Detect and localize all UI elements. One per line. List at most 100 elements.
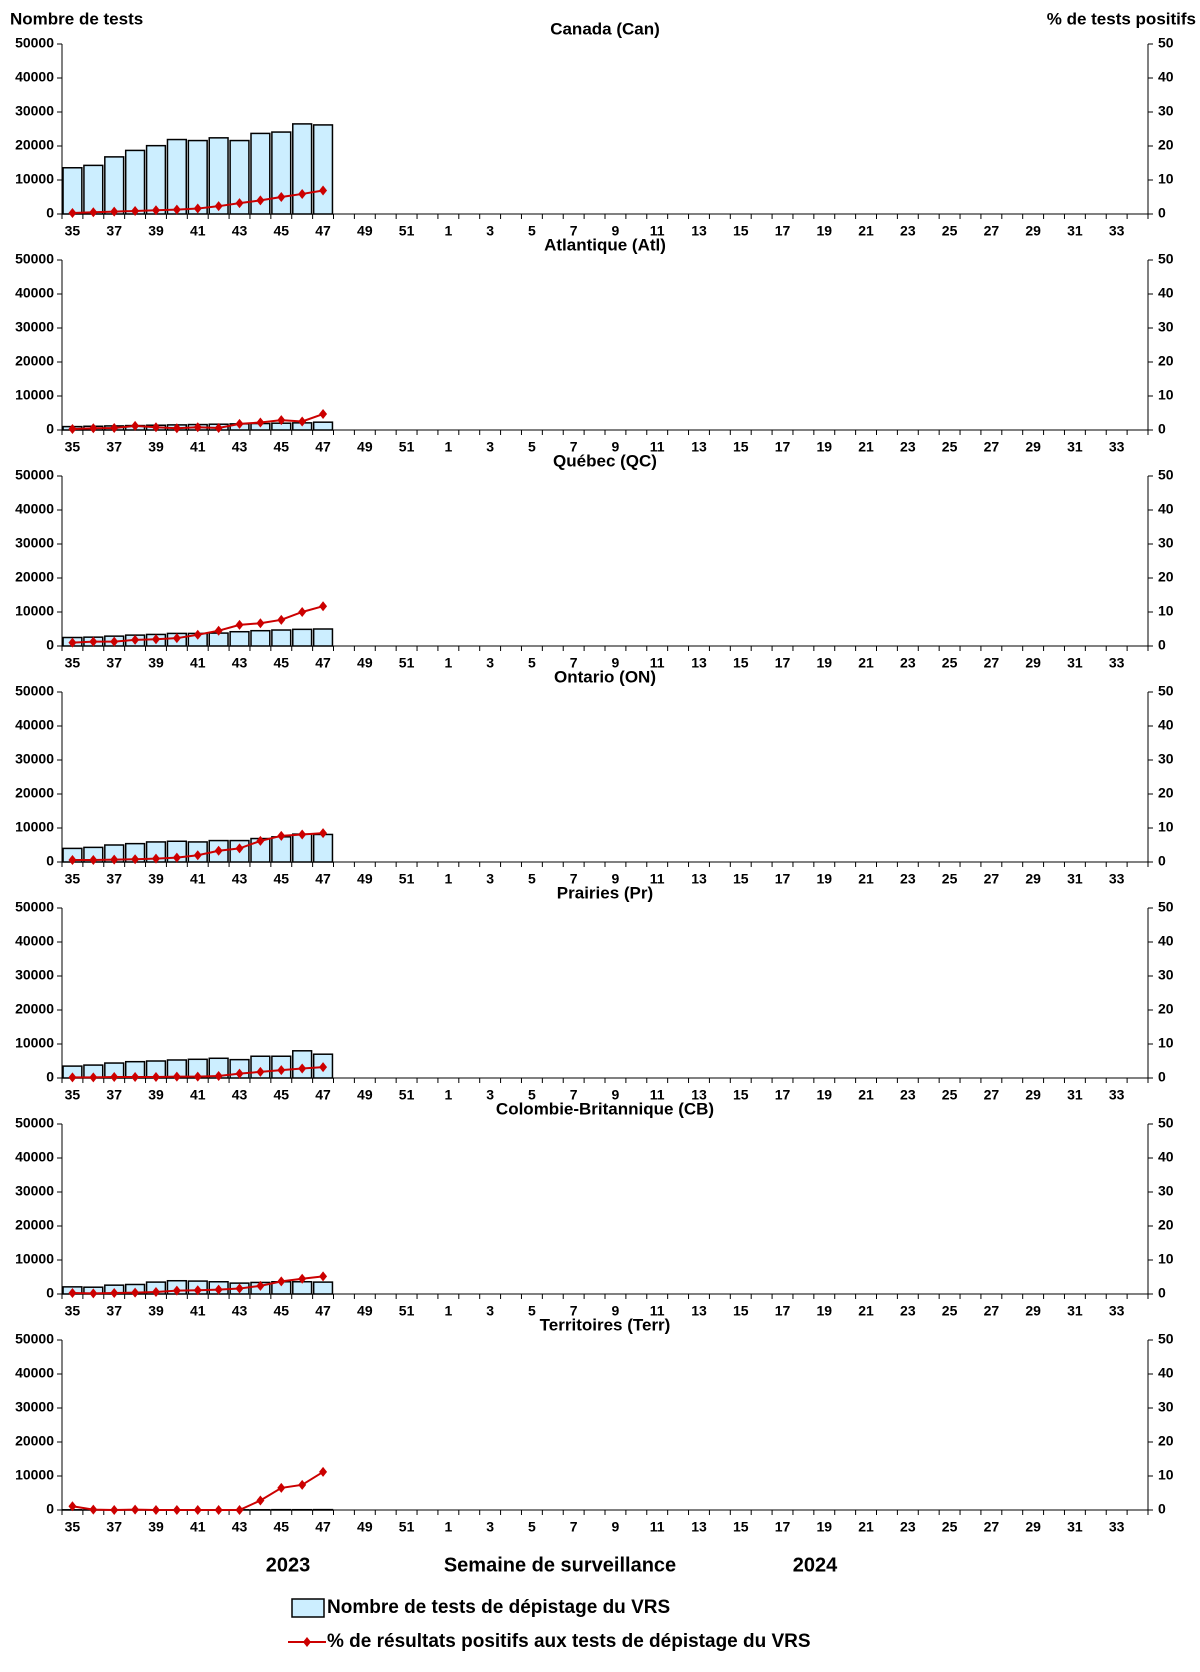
marker: [193, 203, 202, 214]
x-tick-label: 25: [942, 1087, 958, 1103]
x-tick-label: 7: [570, 1519, 578, 1535]
y-tick-label: 20000: [15, 1001, 54, 1017]
x-tick-label: 43: [232, 223, 248, 239]
x-tick-label: 35: [65, 1087, 81, 1103]
marker: [89, 423, 98, 434]
y-tick-label: 40000: [15, 69, 54, 85]
marker: [172, 204, 181, 215]
x-tick-label: 45: [273, 655, 289, 671]
x-tick-label: 49: [357, 439, 373, 455]
marker: [110, 422, 119, 433]
y2-tick-label: 0: [1158, 205, 1166, 221]
x-tick-label: 39: [148, 1519, 164, 1535]
marker: [131, 420, 140, 431]
x-tick-label: 5: [528, 655, 536, 671]
x-tick-label: 49: [357, 655, 373, 671]
x-tick-label: 3: [486, 1519, 494, 1535]
x-tick-label: 45: [273, 1303, 289, 1319]
chart-title: Atlantique (Atl): [544, 235, 666, 254]
x-tick-label: 9: [612, 1303, 620, 1319]
x-tick-label: 31: [1067, 223, 1083, 239]
y-tick-label: 20000: [15, 137, 54, 153]
y2-tick-label: 10: [1158, 603, 1174, 619]
x-tick-label: 21: [858, 1087, 874, 1103]
y2-tick-label: 30: [1158, 967, 1174, 983]
y-tick-label: 50000: [15, 467, 54, 483]
y2-axis-label: % de tests positifs: [1047, 9, 1196, 28]
x-tick-label: 5: [528, 223, 536, 239]
marker: [214, 1070, 223, 1081]
x-tick-label: 31: [1067, 871, 1083, 887]
x-tick-label: 43: [232, 871, 248, 887]
marker: [235, 198, 244, 209]
legend-swatch: [291, 1598, 325, 1618]
marker: [277, 1276, 286, 1287]
marker: [256, 835, 265, 846]
chart-title: Québec (QC): [553, 451, 657, 470]
x-tick-label: 3: [486, 223, 494, 239]
x-tick-label: 17: [775, 439, 791, 455]
x-tick-label: 27: [984, 655, 1000, 671]
x-tick-label: 37: [106, 1087, 122, 1103]
marker: [89, 1288, 98, 1299]
marker: [214, 201, 223, 212]
marker: [131, 1287, 140, 1298]
marker: [319, 601, 328, 612]
bar: [312, 628, 334, 647]
x-tick-label: 47: [315, 871, 331, 887]
x-tick-label: 51: [399, 871, 415, 887]
x-tick-label: 21: [858, 655, 874, 671]
x-tick-label: 7: [570, 1303, 578, 1319]
x-tick-label: 15: [733, 871, 749, 887]
x-tick-label: 1: [444, 223, 452, 239]
marker: [319, 1062, 328, 1073]
bar: [187, 139, 208, 215]
y-axis-label: Nombre de tests: [10, 9, 143, 28]
y-tick-label: 40000: [15, 1365, 54, 1381]
marker: [214, 1284, 223, 1295]
marker: [110, 1505, 119, 1515]
bar: [312, 1281, 334, 1295]
marker: [235, 1068, 244, 1079]
y-tick-label: 30000: [15, 751, 54, 767]
marker: [298, 829, 307, 840]
y-tick-label: 0: [46, 853, 54, 869]
x-tick-label: 11: [650, 1087, 665, 1103]
line: [72, 1471, 324, 1512]
x-tick-label: 51: [399, 1519, 415, 1535]
x-tick-label: 33: [1109, 1087, 1125, 1103]
x-tick-label: 35: [65, 655, 81, 671]
x-tick-label: 37: [106, 1519, 122, 1535]
y2-tick-label: 10: [1158, 387, 1174, 403]
y2-tick-label: 50: [1158, 251, 1174, 267]
x-tick-label: 33: [1109, 439, 1125, 455]
x-tick-label: 1: [444, 871, 452, 887]
x-tick-label: 5: [528, 1087, 536, 1103]
x-tick-label: 37: [106, 223, 122, 239]
marker: [298, 1063, 307, 1074]
marker: [68, 854, 77, 865]
x-tick-label: 21: [858, 1303, 874, 1319]
x-tick-label: 47: [315, 1087, 331, 1103]
x-tick-label: 35: [65, 1519, 81, 1535]
x-tick-label: 33: [1109, 1519, 1125, 1535]
x-tick-label: 1: [444, 1519, 452, 1535]
marker: [193, 1285, 202, 1296]
x-tick-label: 7: [570, 655, 578, 671]
y2-tick-label: 40: [1158, 1365, 1174, 1381]
x-tick-label: 41: [190, 1303, 206, 1319]
x-tick-label: 43: [232, 655, 248, 671]
y2-tick-label: 0: [1158, 421, 1166, 437]
x-tick-label: 9: [612, 655, 620, 671]
y2-tick-label: 50: [1158, 1331, 1174, 1347]
bar: [166, 138, 188, 215]
y-tick-label: 50000: [15, 35, 54, 51]
x-tick-label: 33: [1109, 655, 1125, 671]
x-tick-label: 31: [1067, 655, 1083, 671]
marker: [235, 418, 244, 429]
x-axis-label: Semaine de surveillance: [444, 1554, 676, 1576]
marker: [298, 607, 307, 617]
y-tick-label: 30000: [15, 1183, 54, 1199]
y2-tick-label: 10: [1158, 171, 1174, 187]
y-tick-label: 40000: [15, 717, 54, 733]
